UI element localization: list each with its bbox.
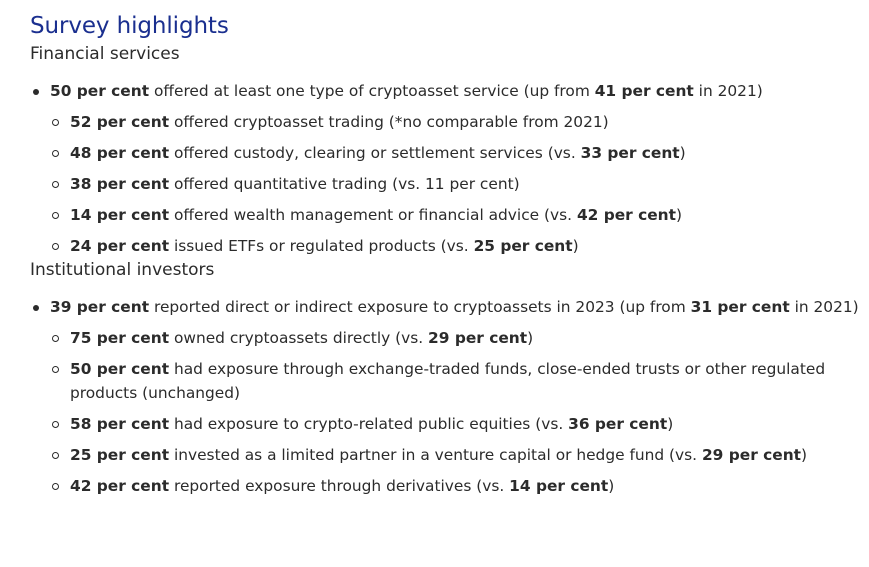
list-item: 24 per cent issued ETFs or regulated pro…	[50, 234, 865, 258]
stat-value: 58 per cent	[70, 415, 170, 433]
stat-text: offered wealth management or financial a…	[169, 206, 577, 224]
stat-value: 25 per cent	[70, 446, 170, 464]
stat-value: 52 per cent	[70, 113, 170, 131]
list-item: 50 per cent offered at least one type of…	[30, 79, 865, 258]
stat-value: 75 per cent	[70, 329, 170, 347]
list-item: 52 per cent offered cryptoasset trading …	[50, 110, 865, 134]
section-heading-financial-services: Financial services	[30, 44, 180, 64]
stat-text: offered at least one type of cryptoasset…	[149, 82, 595, 100]
stat-text-tail: in 2021)	[693, 82, 763, 100]
financial-services-sublist: 52 per cent offered cryptoasset trading …	[50, 110, 865, 258]
stat-compare-value: 29 per cent	[701, 446, 802, 464]
stat-text-tail: )	[608, 477, 615, 495]
stat-text: reported exposure through derivatives (v…	[169, 477, 510, 495]
stat-compare-value: 41 per cent	[594, 82, 694, 100]
list-item: 25 per cent invested as a limited partne…	[50, 443, 865, 467]
stat-compare-value: 33 per cent	[580, 144, 680, 162]
stat-text-tail: )	[676, 206, 683, 224]
stat-text: had exposure to crypto-related public eq…	[169, 415, 569, 433]
section-heading-institutional-investors: Institutional investors	[30, 260, 215, 280]
stat-text: offered quantitative trading (vs. 11 per…	[169, 175, 520, 193]
stat-compare-value: 42 per cent	[576, 206, 676, 224]
stat-text-tail: )	[801, 446, 808, 464]
stat-text: invested as a limited partner in a ventu…	[169, 446, 702, 464]
stat-text: offered cryptoasset trading (*no compara…	[169, 113, 609, 131]
stat-value: 14 per cent	[70, 206, 170, 224]
stat-value: 24 per cent	[70, 237, 170, 255]
circle-bullet-icon	[52, 181, 59, 188]
stat-value: 48 per cent	[70, 144, 170, 162]
institutional-investors-sublist: 75 per cent owned cryptoassets directly …	[50, 326, 865, 498]
circle-bullet-icon	[52, 150, 59, 157]
circle-bullet-icon	[52, 483, 59, 490]
stat-text-tail: in 2021)	[789, 298, 859, 316]
stat-text-tail: )	[572, 237, 579, 255]
circle-bullet-icon	[52, 243, 59, 250]
list-item: 50 per cent had exposure through exchang…	[50, 357, 865, 405]
list-item: 39 per cent reported direct or indirect …	[30, 295, 865, 498]
financial-services-list: 50 per cent offered at least one type of…	[30, 79, 865, 258]
stat-text-tail: )	[667, 415, 674, 433]
circle-bullet-icon	[52, 421, 59, 428]
institutional-investors-list: 39 per cent reported direct or indirect …	[30, 295, 865, 498]
stat-value: 42 per cent	[70, 477, 170, 495]
stat-value: 50 per cent	[50, 82, 150, 100]
stat-value: 39 per cent	[50, 298, 150, 316]
bullet-icon	[33, 89, 39, 95]
stat-compare-value: 31 per cent	[690, 298, 790, 316]
stat-text-tail: )	[527, 329, 534, 347]
stat-text: had exposure through exchange-traded fun…	[70, 360, 826, 402]
stat-text: owned cryptoassets directly (vs.	[169, 329, 429, 347]
stat-value: 50 per cent	[70, 360, 170, 378]
stat-text: reported direct or indirect exposure to …	[149, 298, 691, 316]
stat-text: issued ETFs or regulated products (vs.	[169, 237, 474, 255]
stat-compare-value: 25 per cent	[473, 237, 573, 255]
stat-compare-value: 14 per cent	[509, 477, 609, 495]
page-title: Survey highlights	[30, 13, 229, 39]
stat-text: offered custody, clearing or settlement …	[169, 144, 581, 162]
list-item: 42 per cent reported exposure through de…	[50, 474, 865, 498]
stat-compare-value: 36 per cent	[568, 415, 668, 433]
bullet-icon	[33, 305, 39, 311]
stat-text-tail: )	[679, 144, 686, 162]
survey-highlights-article: Survey highlights Financial services 50 …	[30, 10, 865, 498]
list-item: 14 per cent offered wealth management or…	[50, 203, 865, 227]
circle-bullet-icon	[52, 452, 59, 459]
circle-bullet-icon	[52, 335, 59, 342]
stat-compare-value: 29 per cent	[428, 329, 528, 347]
list-item: 75 per cent owned cryptoassets directly …	[50, 326, 865, 350]
circle-bullet-icon	[52, 366, 59, 373]
list-item: 38 per cent offered quantitative trading…	[50, 172, 865, 196]
circle-bullet-icon	[52, 212, 59, 219]
list-item: 58 per cent had exposure to crypto-relat…	[50, 412, 865, 436]
circle-bullet-icon	[52, 119, 59, 126]
stat-value: 38 per cent	[70, 175, 170, 193]
list-item: 48 per cent offered custody, clearing or…	[50, 141, 865, 165]
